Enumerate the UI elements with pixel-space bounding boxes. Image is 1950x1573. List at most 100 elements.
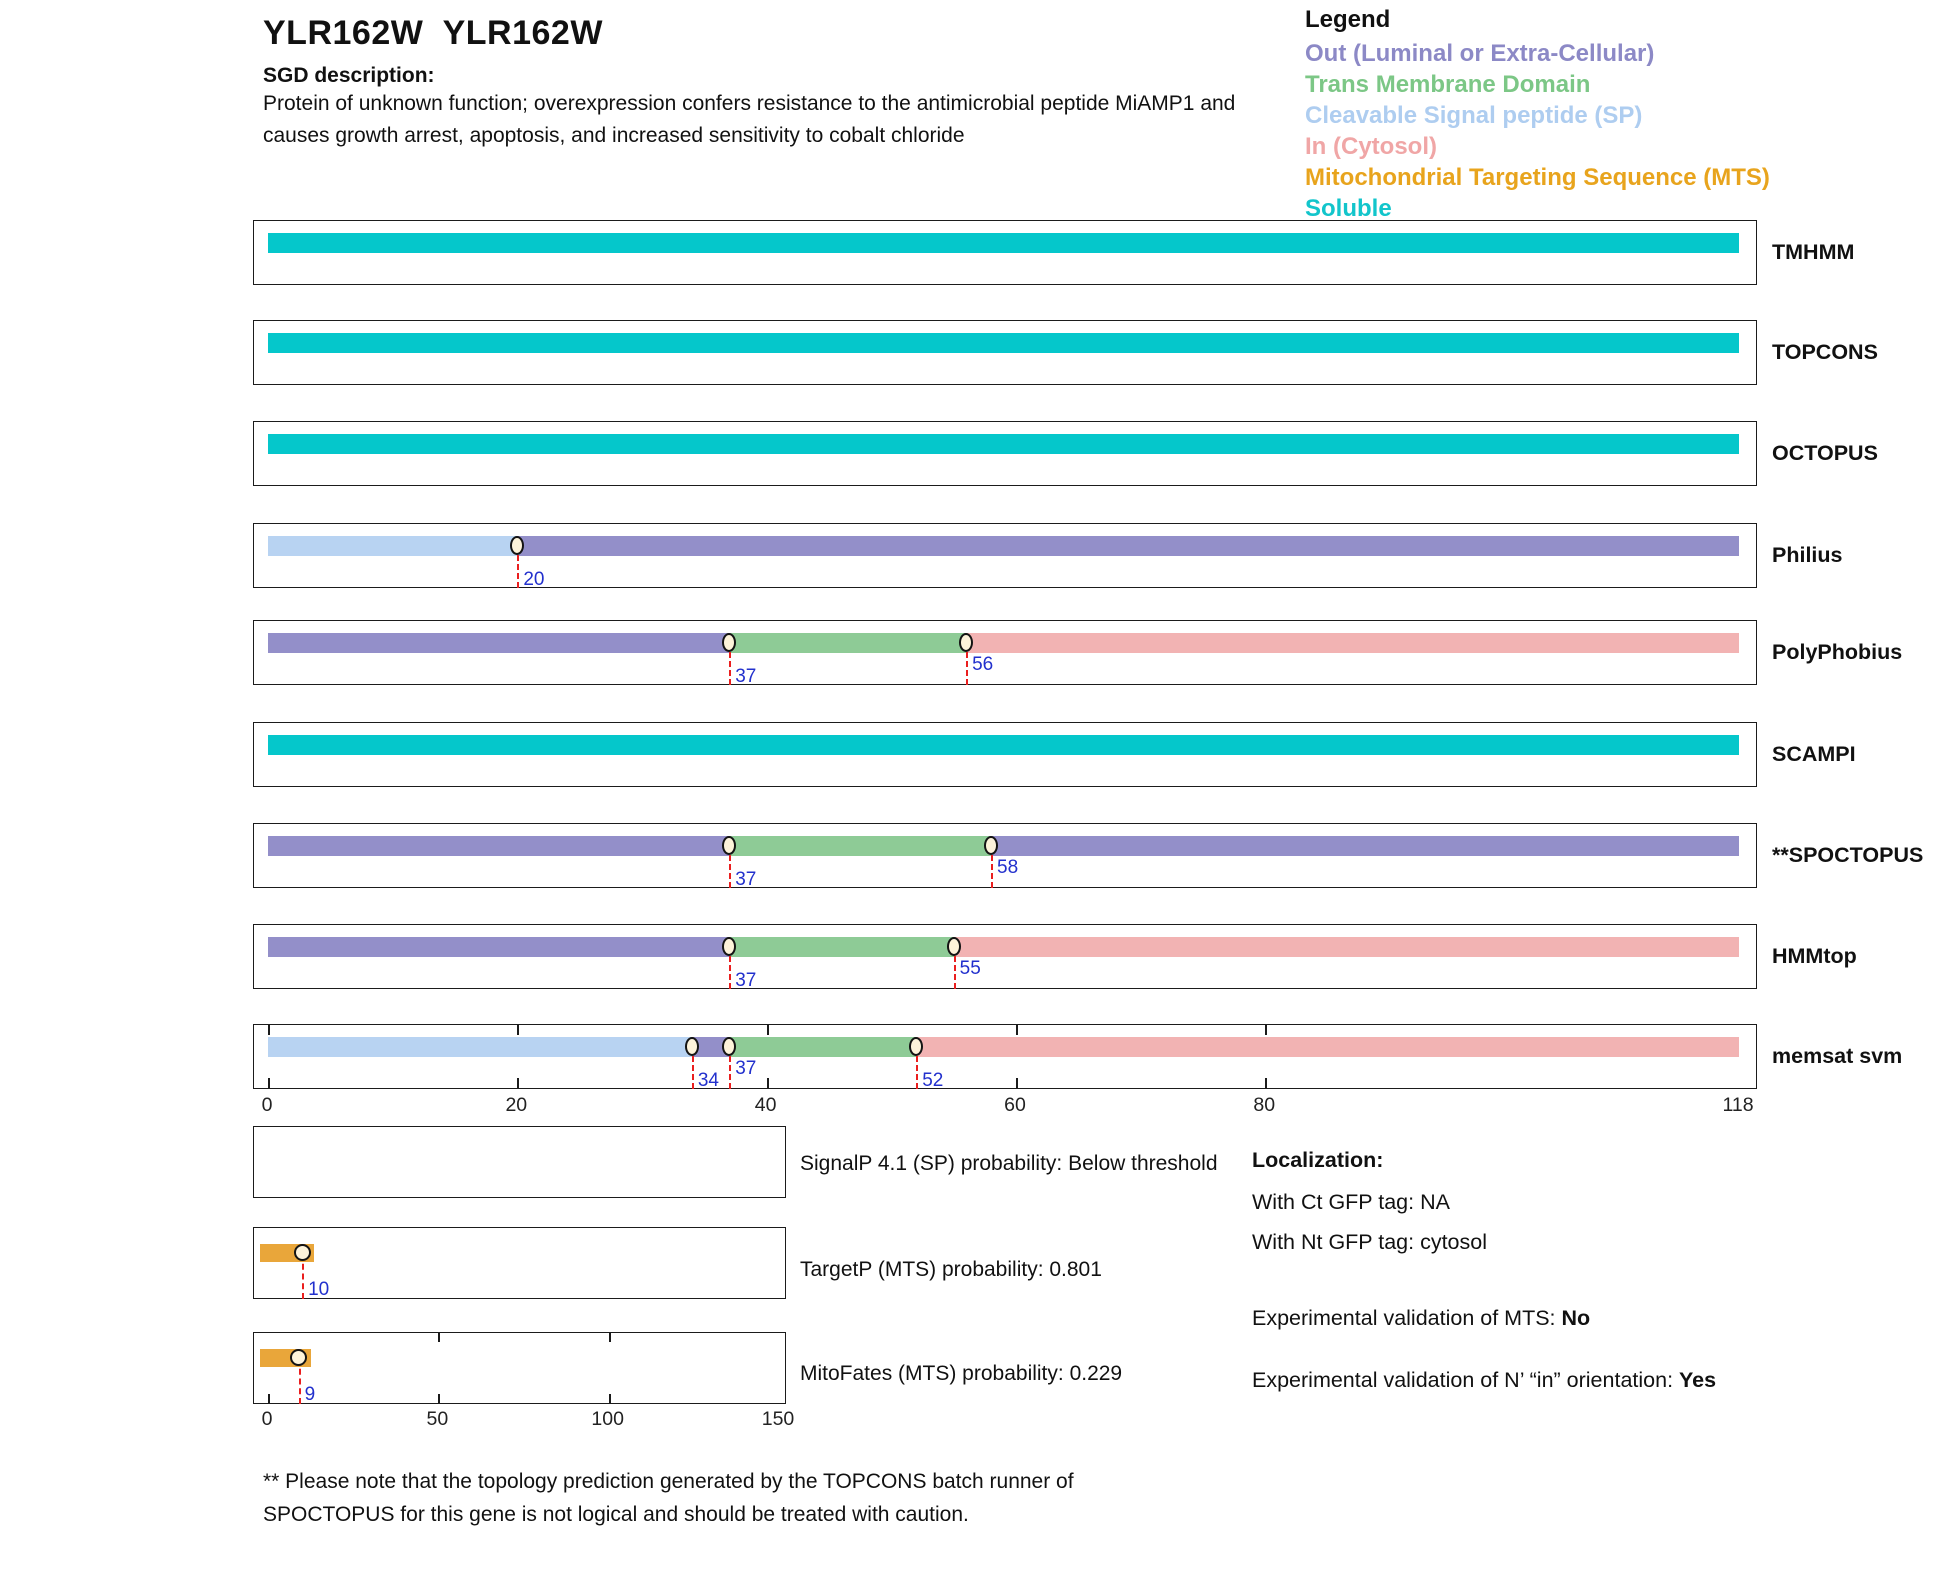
track-plot-box xyxy=(253,220,1757,285)
boundary-marker xyxy=(722,633,737,652)
probability-caption-3: MitoFates (MTS) probability: 0.229 xyxy=(800,1362,1123,1385)
track-row-scampi: SCAMPI xyxy=(253,722,1856,787)
track-row-polyphobius: 37 56 PolyPhobius xyxy=(253,620,1902,687)
boundary-position-label: 55 xyxy=(959,958,981,979)
probability-caption-1: SignalP 4.1 (SP) probability: Below thre… xyxy=(800,1152,1218,1175)
sequence-axis-label: 20 xyxy=(505,1094,528,1116)
track-row-octopus: OCTOPUS xyxy=(253,421,1878,486)
axis-tick xyxy=(608,1394,611,1403)
segment-sp xyxy=(268,1037,692,1057)
boundary-position-label: 10 xyxy=(308,1279,330,1300)
boundary-position-label: 34 xyxy=(697,1070,719,1091)
track-row-hmmtop: 37 55 HMMtop xyxy=(253,924,1857,991)
boundary-marker xyxy=(510,536,525,555)
orientation-validation-value: Yes xyxy=(1679,1368,1717,1392)
boundary-line xyxy=(729,643,732,685)
legend-item-tm: Trans Membrane Domain xyxy=(1305,71,1591,98)
localization-title: Localization: xyxy=(1252,1148,1384,1172)
sgd-description-label: SGD description: xyxy=(263,64,435,87)
legend-item-mts: Mitochondrial Targeting Sequence (MTS) xyxy=(1305,164,1770,191)
track-plot-box xyxy=(253,320,1757,385)
probability-plot-box: 9 xyxy=(253,1332,786,1405)
segment-tm xyxy=(729,937,954,957)
boundary-position-label: 20 xyxy=(523,569,545,590)
boundary-line xyxy=(953,947,956,989)
segment-soluble xyxy=(268,233,1739,253)
mts-validation-value: No xyxy=(1561,1306,1591,1330)
track-label-hmmtop: HMMtop xyxy=(1772,944,1857,968)
track-label-spoctopus: **SPOCTOPUS xyxy=(1772,843,1924,867)
boundary-line xyxy=(729,947,732,989)
track-plot-box xyxy=(253,421,1757,486)
boundary-position-label: 52 xyxy=(922,1070,944,1091)
boundary-marker xyxy=(290,1349,308,1366)
orientation-validation-prefix: Experimental validation of N’ “in” orien… xyxy=(1252,1368,1680,1392)
segment-out xyxy=(268,937,730,957)
boundary-position-label: 37 xyxy=(735,970,757,991)
legend: Legend Out (Luminal or Extra-Cellular) Tr… xyxy=(1305,6,1770,224)
boundary-position-label: 56 xyxy=(972,654,994,675)
boundary-marker xyxy=(984,836,999,855)
track-plot-box: 20 xyxy=(253,523,1757,590)
axis-tick xyxy=(766,1078,769,1088)
sequence-axis-label: 118 xyxy=(1722,1094,1754,1116)
track-label-philius: Philius xyxy=(1772,543,1843,567)
probability-axis-label: 50 xyxy=(426,1408,449,1430)
segment-soluble xyxy=(268,434,1739,454)
boundary-line xyxy=(916,1047,919,1089)
ct-gfp-tag-line: With Ct GFP tag: NA xyxy=(1252,1190,1450,1214)
track-row-topcons: TOPCONS xyxy=(253,320,1878,385)
legend-item-out: Out (Luminal or Extra-Cellular) xyxy=(1305,40,1655,67)
probability-axis-label: 0 xyxy=(261,1408,273,1430)
track-plot-box: 37 55 xyxy=(253,924,1757,991)
track-label-octopus: OCTOPUS xyxy=(1772,441,1878,465)
probability-axis-label: 100 xyxy=(591,1408,624,1430)
axis-tick xyxy=(268,1078,270,1088)
probability-plot-box xyxy=(253,1126,786,1198)
segment-sp xyxy=(268,536,518,556)
boundary-line xyxy=(302,1254,305,1299)
boundary-position-label: 37 xyxy=(735,869,757,890)
segment-soluble xyxy=(268,735,1739,755)
segment-in xyxy=(966,633,1739,653)
boundary-marker xyxy=(722,937,737,956)
axis-tick xyxy=(1015,1025,1018,1035)
sequence-axis-label: 80 xyxy=(1253,1094,1276,1116)
probability-row-3: 9 0 50 100 150 MitoFates (MTS) probability: 0… xyxy=(253,1332,1122,1430)
segment-out xyxy=(691,1037,730,1057)
boundary-position-label: 37 xyxy=(735,666,757,687)
boundary-marker xyxy=(722,836,737,855)
legend-item-in: In (Cytosol) xyxy=(1305,133,1437,160)
probability-axis-label: 150 xyxy=(761,1408,795,1430)
segment-out xyxy=(268,633,730,653)
segment-out xyxy=(991,836,1739,856)
axis-tick xyxy=(766,1025,769,1035)
track-plot-box: 37 56 xyxy=(253,620,1757,687)
boundary-line xyxy=(298,1359,301,1404)
track-row-philius: 20 Philius xyxy=(253,523,1842,590)
probability-caption-2: TargetP (MTS) probability: 0.801 xyxy=(800,1258,1102,1281)
track-label-polyphobius: PolyPhobius xyxy=(1772,640,1903,664)
axis-tick xyxy=(268,1394,270,1403)
boundary-marker xyxy=(909,1037,924,1056)
boundary-line xyxy=(691,1047,694,1089)
boundary-marker xyxy=(293,1244,311,1261)
axis-tick xyxy=(1265,1078,1268,1088)
legend-items: Out (Luminal or Extra-Cellular) Trans Mem… xyxy=(1305,38,1770,224)
track-row-spoctopus: 37 58 **SPOCTOPUS xyxy=(253,823,1923,890)
axis-tick xyxy=(268,1025,270,1035)
segment-out xyxy=(268,836,730,856)
boundary-marker xyxy=(722,1037,737,1056)
boundary-position-label: 58 xyxy=(997,857,1019,878)
segment-tm xyxy=(729,633,967,653)
spoctopus-caution-footnote: ** Please note that the topology predict… xyxy=(263,1470,1074,1526)
boundary-position-label: 37 xyxy=(735,1058,757,1079)
boundary-marker xyxy=(946,937,961,956)
axis-tick xyxy=(438,1394,441,1403)
axis-tick xyxy=(608,1333,611,1342)
track-row-tmhmm: TMHMM xyxy=(253,220,1854,285)
nt-gfp-tag-line: With Nt GFP tag: cytosol xyxy=(1252,1230,1487,1254)
boundary-position-label: 9 xyxy=(304,1384,316,1405)
sequence-axis-label: 60 xyxy=(1004,1094,1026,1116)
